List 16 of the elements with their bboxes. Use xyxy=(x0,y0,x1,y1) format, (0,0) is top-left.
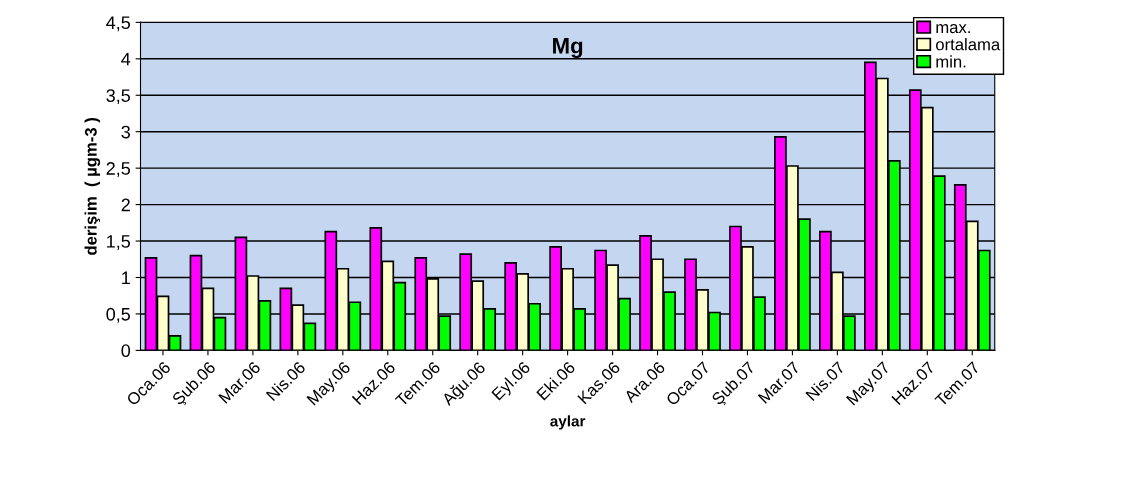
legend-label: min. xyxy=(936,55,966,68)
legend-label: max. xyxy=(936,24,970,34)
y-tick-label: 3,5 xyxy=(106,89,131,105)
y-tick-label: 1,5 xyxy=(107,235,131,250)
y-tick-label: 1 xyxy=(122,271,130,285)
y-tick-label: 2 xyxy=(121,198,130,212)
x-axis-title: aylar xyxy=(550,415,586,430)
text: Mg xyxy=(553,38,583,59)
y-tick-label: 3 xyxy=(121,125,130,139)
y-tick-label: 2,5 xyxy=(106,162,131,177)
y-tick-label: 4,5 xyxy=(106,16,131,32)
y-tick-label: 4 xyxy=(121,52,131,66)
y-tick-label: 0 xyxy=(121,344,131,358)
y-tick-label: 0,5 xyxy=(106,307,131,323)
y-axis-title: derişim ( µgm-3 ) xyxy=(84,118,101,255)
legend-label: ortalama xyxy=(936,38,1001,51)
